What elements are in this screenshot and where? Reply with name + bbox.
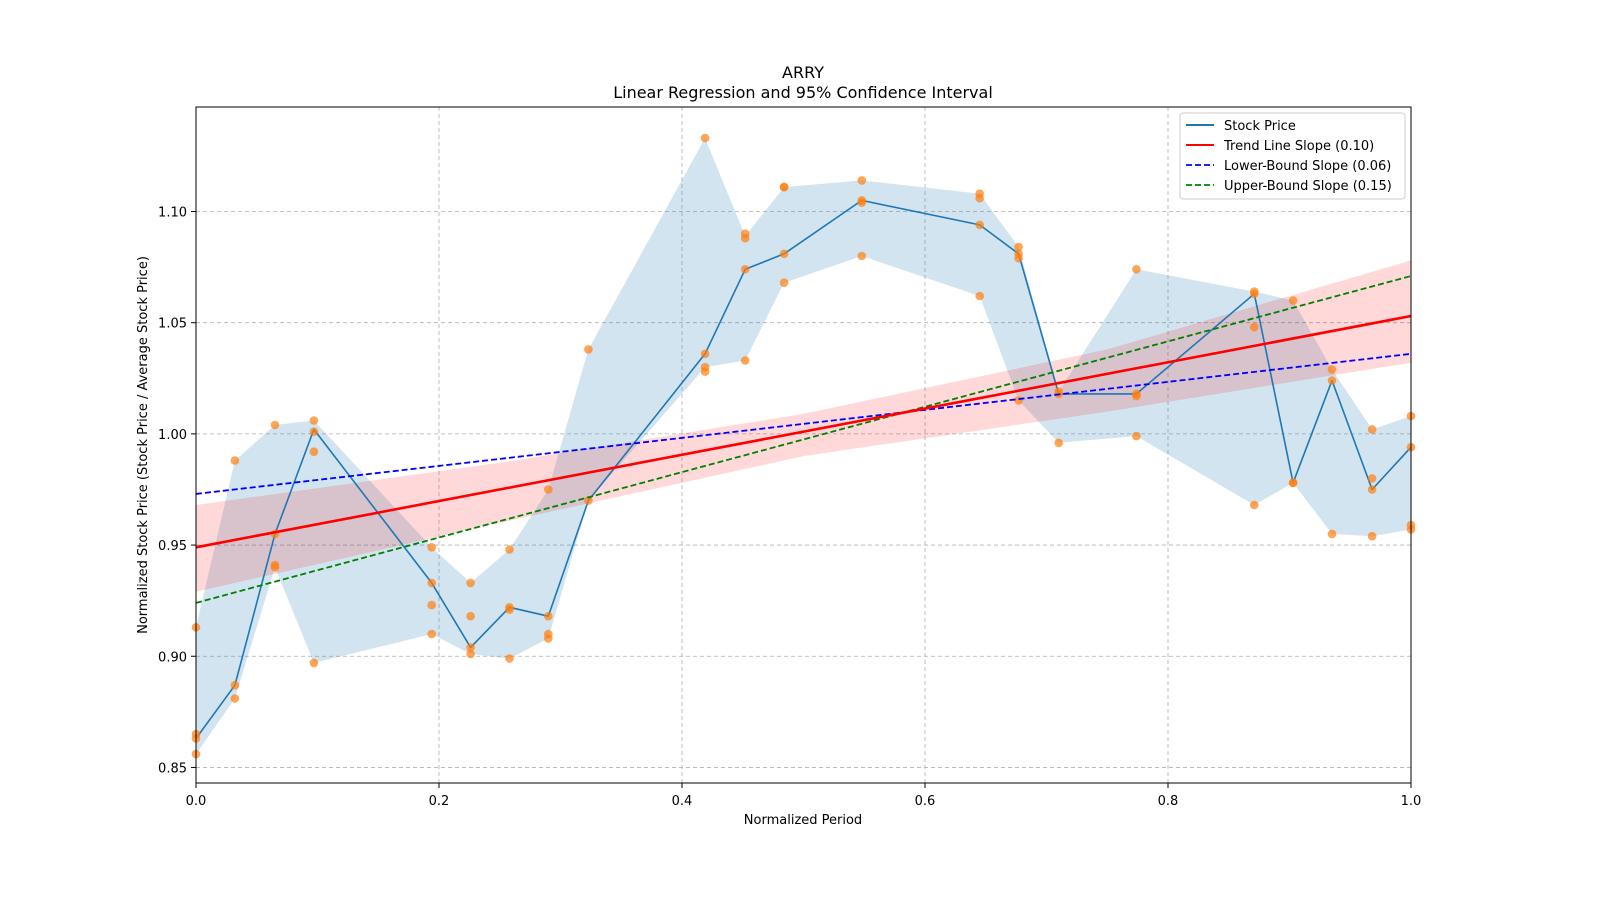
data-point <box>230 694 240 703</box>
data-point <box>1014 396 1023 405</box>
data-point <box>544 485 553 494</box>
data-point <box>1250 322 1259 332</box>
stock-price-line <box>195 199 1412 739</box>
data-point <box>975 193 984 203</box>
data-point <box>466 578 475 588</box>
data-point <box>1132 389 1141 399</box>
data-point <box>309 447 319 457</box>
legend: Stock Price Trend Line Slope (0.10) Lower-… <box>1179 112 1406 200</box>
trend-confidence-band <box>196 260 1411 592</box>
data-point <box>466 643 475 652</box>
data-point <box>1014 253 1023 263</box>
data-point <box>1288 478 1298 488</box>
data-point <box>975 291 984 301</box>
data-point <box>779 182 789 192</box>
y-tick-label: 0.85 <box>158 761 187 776</box>
data-point <box>427 629 437 639</box>
data-point <box>466 649 475 659</box>
regression-layer <box>195 275 1412 604</box>
x-tick-label: 0.2 <box>429 794 450 809</box>
data-point <box>270 563 280 572</box>
lower-bound-line <box>195 352 1412 495</box>
stock-confidence-band <box>196 138 1411 755</box>
data-point <box>427 578 437 588</box>
data-point <box>975 220 984 230</box>
legend-label: Stock Price <box>1224 119 1296 134</box>
data-point <box>740 233 750 243</box>
data-point <box>505 605 514 614</box>
data-point <box>700 133 710 143</box>
y-tick-label: 1.10 <box>158 206 187 221</box>
legend-label: Upper-Bound Slope (0.15) <box>1224 179 1392 194</box>
data-point <box>309 427 319 437</box>
data-point <box>1327 376 1337 385</box>
data-point <box>1367 485 1377 494</box>
data-point <box>700 367 710 376</box>
data-point <box>309 658 319 668</box>
data-point <box>427 543 437 552</box>
scatter-layer <box>191 133 1416 759</box>
data-point <box>584 496 593 505</box>
y-axis-label: Normalized Stock Price (Stock Price / Av… <box>136 256 151 634</box>
data-point <box>779 249 789 259</box>
trend-line <box>195 314 1412 549</box>
data-point <box>700 349 710 359</box>
data-point <box>779 278 789 288</box>
data-point <box>1367 531 1377 541</box>
data-point <box>230 456 240 465</box>
data-point <box>270 420 280 430</box>
data-point <box>230 680 240 690</box>
chart-subtitle: Linear Regression and 95% Confidence Int… <box>613 83 993 102</box>
y-tick-label: 0.90 <box>158 650 187 665</box>
chart-title: ARRY <box>782 63 824 82</box>
data-point <box>857 251 867 261</box>
x-tick-label: 0.0 <box>186 794 207 809</box>
y-tick-label: 1.00 <box>158 428 187 443</box>
data-point <box>584 345 593 354</box>
data-point <box>1250 500 1259 510</box>
x-tick-label: 0.6 <box>915 794 936 809</box>
data-point <box>1132 265 1141 274</box>
data-point <box>505 654 514 663</box>
data-point <box>1132 431 1141 441</box>
upper-bound-line <box>195 275 1412 604</box>
x-tick-label: 1.0 <box>1401 794 1422 809</box>
x-axis-label: Normalized Period <box>744 813 862 828</box>
legend-label: Trend Line Slope (0.10) <box>1223 139 1374 154</box>
stock-confidence-band-layer <box>196 138 1411 755</box>
data-point <box>740 265 750 274</box>
plot-frame <box>195 106 1412 784</box>
y-tick-label: 1.05 <box>158 317 187 332</box>
data-point <box>544 611 553 621</box>
data-point <box>1054 438 1063 448</box>
data-point <box>1367 425 1377 434</box>
line-layer <box>195 199 1412 739</box>
data-point <box>505 545 514 554</box>
data-point <box>857 198 867 207</box>
data-point <box>857 176 867 185</box>
trend-ci-layer <box>196 260 1411 592</box>
data-point <box>1327 529 1337 539</box>
data-point <box>309 416 319 425</box>
data-point <box>1288 296 1298 305</box>
legend-label: Lower-Bound Slope (0.06) <box>1224 159 1391 174</box>
data-point <box>544 634 553 643</box>
data-point <box>466 611 475 621</box>
y-tick-label: 0.95 <box>158 539 187 554</box>
data-point <box>1327 365 1337 374</box>
data-point <box>1367 474 1377 483</box>
legend-box <box>1179 112 1406 200</box>
data-point <box>1014 242 1023 252</box>
data-point <box>427 600 437 610</box>
ticks: 0.0 0.2 0.4 0.6 0.8 1.0 0.85 0.90 0.95 1.00 1.05 1.… <box>158 206 1421 809</box>
data-point <box>740 356 750 365</box>
x-tick-label: 0.8 <box>1158 794 1179 809</box>
x-tick-label: 0.4 <box>672 794 693 809</box>
data-point <box>1250 289 1259 299</box>
